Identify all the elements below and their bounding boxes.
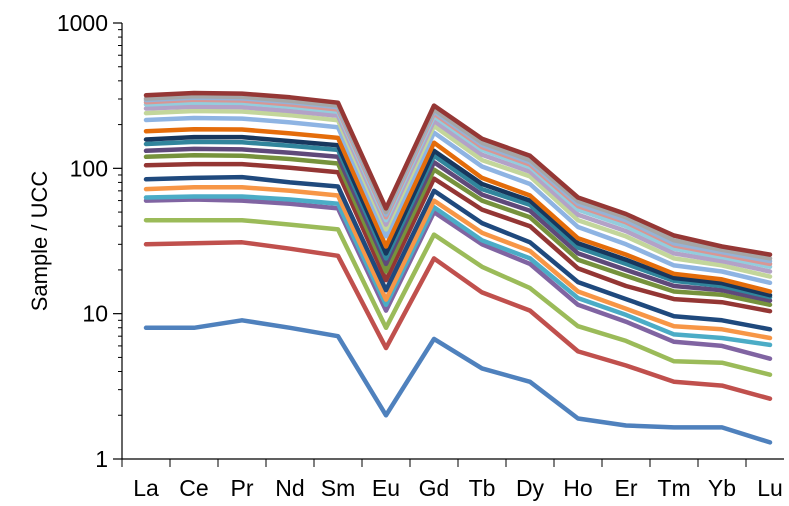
series-line-21 [143,90,773,257]
series-line-7 [143,174,773,332]
axes [113,22,784,467]
x-tick-label-eu: Eu [372,475,400,501]
x-tick-label-ho: Ho [563,475,592,501]
series-line-20 [143,94,773,261]
y-tick-label: 1000 [57,10,108,36]
series-line-15 [143,108,773,279]
series-line-9 [143,153,773,308]
series-line-11 [143,139,773,300]
series-line-8 [143,161,773,314]
series-line-14 [143,115,773,286]
series-line-16 [143,104,773,274]
series-line-13 [143,126,773,294]
labels-layer: 1 10 100 1000 La Ce Pr Nd Sm Eu Gd Tb Dy Ho Er Tm Yb Lu Sa… [27,10,783,501]
y-tick-label: 1 [95,446,108,472]
x-tick-label-la: La [133,475,159,501]
x-tick-label-tb: Tb [469,475,496,501]
x-tick-label-tm: Tm [657,475,690,501]
x-tick-label-gd: Gd [419,475,450,501]
series-line-5 [143,194,773,348]
y-axis-title: Sample / UCC [27,171,52,312]
series-line-10 [143,146,773,303]
x-tick-label-nd: Nd [275,475,304,501]
series-line-6 [143,185,773,341]
x-tick-label-pr: Pr [231,475,254,501]
series-layer [143,90,773,445]
x-tick-label-er: Er [615,475,638,501]
x-tick-label-ce: Ce [179,475,208,501]
series-line-2 [143,240,773,401]
x-tick-label-dy: Dy [516,475,545,501]
series-line-4 [143,197,773,361]
series-line-3 [143,217,773,377]
y-tick-label: 10 [82,301,108,327]
y-tick-label: 100 [70,155,108,181]
x-tick-label-sm: Sm [321,475,356,501]
series-line-1 [143,318,773,445]
series-line-17 [143,100,773,270]
x-tick-label-lu: Lu [757,475,783,501]
x-tick-label-yb: Yb [708,475,736,501]
series-line-12 [143,134,773,298]
